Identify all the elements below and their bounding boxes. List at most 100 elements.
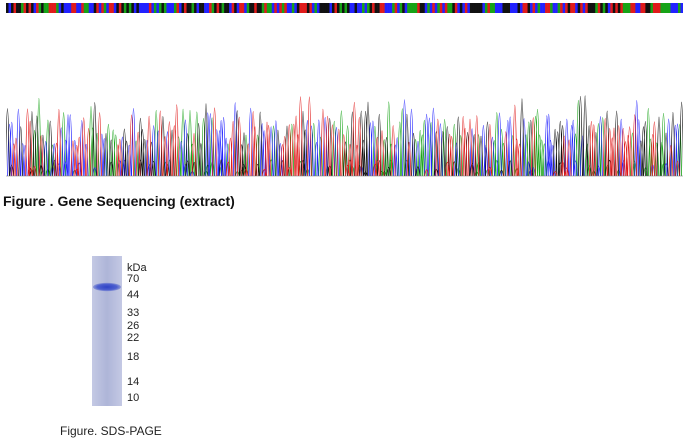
base-call-mark xyxy=(28,3,32,13)
base-call-mark xyxy=(48,3,52,13)
base-call-mark xyxy=(497,3,501,13)
base-call-mark xyxy=(349,3,353,13)
trace-g xyxy=(6,95,683,177)
base-call-mark xyxy=(637,3,641,13)
base-call-mark xyxy=(577,3,581,13)
base-call-mark xyxy=(191,3,195,13)
base-call-mark xyxy=(211,3,215,13)
base-call-mark xyxy=(221,3,225,13)
base-call-mark xyxy=(58,3,62,13)
base-call-mark xyxy=(126,3,130,13)
base-call-mark xyxy=(542,3,546,13)
base-call-mark xyxy=(625,3,629,13)
marker-label-22: 22 xyxy=(127,332,140,344)
base-call-mark xyxy=(652,3,656,13)
base-call-mark xyxy=(479,3,483,13)
base-call-mark xyxy=(324,3,328,13)
base-call-mark xyxy=(116,3,120,13)
base-call-mark xyxy=(136,3,140,13)
base-call-mark xyxy=(186,3,190,13)
base-call-mark xyxy=(264,3,268,13)
base-call-mark xyxy=(680,3,683,13)
base-call-mark xyxy=(515,3,518,13)
base-call-mark xyxy=(201,3,205,13)
base-call-mark xyxy=(447,3,451,13)
base-call-mark xyxy=(309,3,313,13)
base-call-mark xyxy=(168,3,172,13)
base-call-mark xyxy=(540,3,543,13)
marker-label-18: 18 xyxy=(127,351,140,363)
base-call-mark xyxy=(547,3,551,13)
base-call-mark xyxy=(632,3,636,13)
base-call-mark xyxy=(462,3,466,13)
base-call-mark xyxy=(113,3,117,13)
base-call-mark xyxy=(454,3,458,13)
base-call-mark xyxy=(499,3,503,13)
base-call-mark xyxy=(281,3,285,13)
base-call-mark xyxy=(357,3,360,13)
base-call-mark xyxy=(181,3,185,13)
base-call-mark xyxy=(459,3,463,13)
base-call-mark xyxy=(63,3,67,13)
base-call-mark xyxy=(670,3,674,13)
base-call-mark xyxy=(123,3,127,13)
base-call-mark xyxy=(582,3,586,13)
base-call-mark xyxy=(153,3,157,13)
base-call-mark xyxy=(640,3,644,13)
base-call-mark xyxy=(131,3,135,13)
base-call-mark xyxy=(517,3,521,13)
base-call-mark xyxy=(630,3,634,13)
base-call-mark xyxy=(600,3,604,13)
base-call-mark xyxy=(392,3,395,13)
base-call-mark xyxy=(512,3,516,13)
base-call-mark xyxy=(76,3,80,13)
base-call-mark xyxy=(477,3,481,13)
base-call-mark xyxy=(402,3,405,13)
gel-lane xyxy=(92,256,122,406)
marker-label-70: 70 xyxy=(127,273,140,285)
base-call-mark xyxy=(301,3,305,13)
base-call-mark xyxy=(91,3,95,13)
base-call-mark xyxy=(41,3,44,13)
base-call-mark xyxy=(101,3,105,13)
base-call-mark xyxy=(457,3,461,13)
base-call-mark xyxy=(419,3,423,13)
base-call-mark xyxy=(311,3,315,13)
base-call-mark xyxy=(545,3,548,13)
base-call-mark xyxy=(532,3,536,13)
base-call-mark xyxy=(21,3,24,13)
base-call-mark xyxy=(642,3,646,13)
base-call-mark xyxy=(580,3,584,13)
base-call-mark xyxy=(216,3,220,13)
base-call-mark xyxy=(432,3,436,13)
base-call-mark xyxy=(73,3,77,13)
base-call-mark xyxy=(38,3,42,13)
base-call-mark xyxy=(161,3,165,13)
base-call-mark xyxy=(377,3,380,13)
base-call-mark xyxy=(184,3,187,13)
base-call-mark xyxy=(204,3,207,13)
base-call-mark xyxy=(269,3,273,13)
base-call-mark xyxy=(620,3,624,13)
base-call-mark xyxy=(31,3,34,13)
base-call-mark xyxy=(121,3,125,13)
base-call-mark xyxy=(146,3,150,13)
sequencing-chromatogram xyxy=(6,95,683,177)
base-call-mark xyxy=(364,3,368,13)
base-call-mark xyxy=(118,3,122,13)
base-call-mark xyxy=(108,3,112,13)
base-call-mark xyxy=(224,3,227,13)
base-call-mark xyxy=(143,3,147,13)
base-call-mark xyxy=(417,3,421,13)
base-call-mark xyxy=(464,3,468,13)
base-call-mark xyxy=(156,3,160,13)
base-call-mark xyxy=(590,3,594,13)
base-call-mark xyxy=(645,3,649,13)
base-call-mark xyxy=(244,3,248,13)
base-call-mark xyxy=(251,3,255,13)
base-call-mark xyxy=(660,3,664,13)
base-call-mark xyxy=(261,3,265,13)
base-call-mark xyxy=(635,3,639,13)
base-call-mark xyxy=(484,3,488,13)
base-call-mark xyxy=(339,3,343,13)
